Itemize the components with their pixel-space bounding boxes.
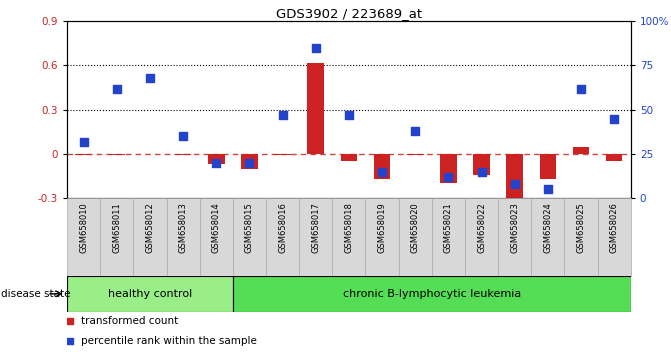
Point — [277, 112, 288, 118]
Text: chronic B-lymphocytic leukemia: chronic B-lymphocytic leukemia — [343, 289, 521, 299]
Point — [228, 240, 239, 245]
Text: GSM658022: GSM658022 — [477, 202, 486, 253]
Point — [228, 63, 239, 68]
Text: GSM658011: GSM658011 — [112, 202, 121, 253]
FancyBboxPatch shape — [266, 198, 299, 276]
Text: GSM658015: GSM658015 — [245, 202, 254, 253]
Bar — [606, 154, 623, 161]
Bar — [507, 154, 523, 202]
FancyBboxPatch shape — [498, 198, 531, 276]
Point — [476, 169, 487, 175]
Point — [376, 169, 387, 175]
FancyBboxPatch shape — [598, 198, 631, 276]
FancyBboxPatch shape — [134, 198, 166, 276]
Bar — [539, 154, 556, 179]
Point — [443, 174, 454, 180]
FancyBboxPatch shape — [531, 198, 564, 276]
FancyBboxPatch shape — [200, 198, 233, 276]
Bar — [374, 154, 391, 179]
FancyBboxPatch shape — [564, 198, 598, 276]
Text: disease state: disease state — [1, 289, 70, 299]
Text: GSM658024: GSM658024 — [544, 202, 552, 253]
Bar — [407, 154, 423, 155]
Bar — [473, 154, 490, 175]
Point — [111, 86, 122, 91]
Point — [244, 160, 255, 166]
Bar — [274, 154, 291, 155]
Text: transformed count: transformed count — [81, 316, 178, 326]
FancyBboxPatch shape — [432, 198, 465, 276]
FancyBboxPatch shape — [332, 198, 366, 276]
Point — [311, 45, 321, 51]
Text: GSM658010: GSM658010 — [79, 202, 88, 253]
Text: GSM658012: GSM658012 — [146, 202, 154, 253]
Title: GDS3902 / 223689_at: GDS3902 / 223689_at — [276, 7, 422, 20]
FancyBboxPatch shape — [67, 276, 233, 312]
FancyBboxPatch shape — [100, 198, 134, 276]
Text: GSM658014: GSM658014 — [212, 202, 221, 253]
Text: GSM658016: GSM658016 — [278, 202, 287, 253]
Text: GSM658021: GSM658021 — [444, 202, 453, 253]
Text: GSM658020: GSM658020 — [411, 202, 420, 253]
Text: GSM658019: GSM658019 — [378, 202, 386, 253]
Text: healthy control: healthy control — [108, 289, 192, 299]
Text: GSM658018: GSM658018 — [344, 202, 354, 253]
Bar — [341, 154, 357, 161]
Text: percentile rank within the sample: percentile rank within the sample — [81, 336, 257, 346]
FancyBboxPatch shape — [366, 198, 399, 276]
Text: GSM658017: GSM658017 — [311, 202, 320, 253]
FancyBboxPatch shape — [233, 276, 631, 312]
Text: GSM658026: GSM658026 — [610, 202, 619, 253]
Point — [344, 112, 354, 118]
Bar — [307, 63, 324, 154]
Text: GSM658013: GSM658013 — [178, 202, 188, 253]
Bar — [440, 154, 457, 183]
Point — [211, 160, 221, 166]
Bar — [175, 154, 191, 155]
Bar — [109, 154, 125, 155]
Point — [542, 187, 553, 192]
Point — [178, 133, 189, 139]
Bar — [573, 147, 589, 154]
FancyBboxPatch shape — [67, 198, 100, 276]
Bar — [208, 154, 225, 164]
Text: GSM658025: GSM658025 — [576, 202, 586, 253]
Point — [145, 75, 156, 81]
FancyBboxPatch shape — [465, 198, 498, 276]
Point — [509, 181, 520, 187]
FancyBboxPatch shape — [233, 198, 266, 276]
Bar — [75, 154, 92, 155]
FancyBboxPatch shape — [399, 198, 432, 276]
Point — [79, 139, 89, 144]
FancyBboxPatch shape — [166, 198, 200, 276]
Point — [410, 128, 421, 134]
Point — [576, 86, 586, 91]
Point — [609, 116, 619, 121]
Bar — [241, 154, 258, 169]
Text: GSM658023: GSM658023 — [510, 202, 519, 253]
FancyBboxPatch shape — [299, 198, 332, 276]
